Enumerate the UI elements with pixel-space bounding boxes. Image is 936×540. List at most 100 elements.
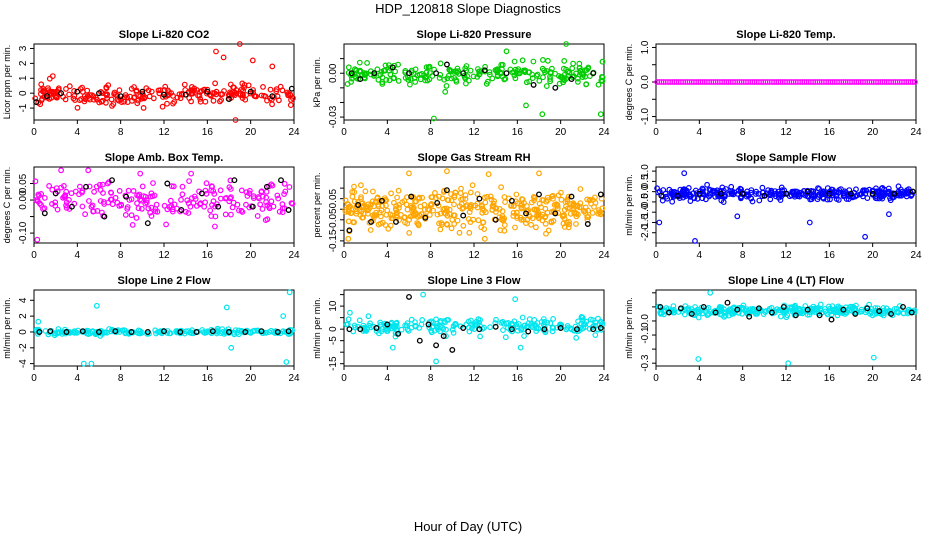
data-point: [544, 319, 551, 326]
data-point: [98, 209, 105, 216]
x-tick-label: 8: [428, 373, 434, 384]
data-point-outlier: [692, 237, 698, 244]
reference-point: [828, 316, 835, 323]
data-point: [38, 97, 45, 104]
data-point: [351, 219, 358, 226]
data-point: [204, 86, 211, 93]
data-point: [547, 320, 554, 327]
data-point: [531, 194, 538, 201]
data-point: [466, 203, 473, 210]
data-point: [475, 316, 482, 323]
data-point: [70, 95, 77, 102]
data-point: [509, 69, 516, 76]
data-point: [419, 317, 426, 323]
data-point: [493, 316, 499, 323]
data-point: [595, 315, 601, 322]
data-point: [469, 182, 476, 189]
data-point: [531, 206, 537, 213]
reference-point: [573, 326, 580, 333]
data-point: [443, 82, 450, 89]
reference-point: [96, 329, 102, 335]
x-tick-label: 8: [118, 373, 124, 384]
data-point: [750, 306, 757, 312]
data-point: [84, 87, 91, 94]
reference-point: [112, 328, 119, 335]
data-point-outlier: [785, 360, 792, 367]
reference-point: [746, 313, 753, 320]
data-point: [426, 206, 433, 213]
data-point: [189, 90, 196, 97]
data-point: [347, 309, 353, 316]
data-point-outlier: [656, 219, 663, 226]
y-tick-label: -0.5: [640, 193, 651, 211]
data-point: [578, 314, 585, 320]
data-point: [185, 328, 192, 335]
reference-point: [117, 93, 124, 100]
reference-point: [288, 85, 295, 92]
reference-point: [869, 190, 876, 197]
data-point: [573, 221, 579, 227]
data-point: [526, 316, 533, 323]
data-point: [739, 305, 746, 312]
data-point: [487, 324, 494, 331]
data-point: [407, 81, 413, 88]
data-point: [402, 219, 408, 226]
reference-point: [198, 190, 205, 197]
reference-point: [783, 190, 789, 197]
data-point: [414, 72, 421, 79]
x-tick-label: 12: [158, 373, 170, 384]
reference-point: [503, 70, 510, 77]
data-point: [143, 199, 150, 206]
data-point: [246, 187, 253, 194]
data-point: [211, 90, 218, 96]
data-point: [451, 201, 457, 208]
data-point: [181, 81, 188, 88]
data-point: [112, 194, 119, 201]
reference-point: [674, 192, 681, 199]
data-point: [263, 188, 270, 195]
data-point: [557, 321, 563, 328]
data-point: [738, 193, 745, 200]
reference-point: [568, 76, 575, 83]
data-point: [592, 332, 599, 339]
reference-point: [368, 218, 375, 225]
data-point: [263, 194, 270, 201]
data-point: [345, 218, 352, 225]
reference-point: [900, 303, 906, 310]
data-point: [202, 98, 209, 105]
x-tick-label: 4: [385, 127, 391, 138]
data-point: [79, 203, 86, 210]
data-point: [68, 190, 75, 197]
data-point: [895, 308, 902, 315]
data-point-outlier: [345, 235, 352, 242]
data-point: [349, 193, 356, 200]
data-point: [432, 189, 438, 196]
data-point: [393, 212, 400, 219]
reference-point: [826, 190, 833, 197]
reference-point: [378, 197, 385, 204]
data-point: [543, 230, 549, 237]
series-points: [654, 79, 918, 85]
data-point: [63, 202, 69, 209]
data-point: [561, 212, 567, 219]
reference-point: [658, 192, 665, 199]
data-point: [854, 192, 860, 199]
x-tick-label: 24: [288, 250, 300, 261]
data-point: [442, 319, 449, 326]
data-point: [727, 307, 734, 314]
data-point-outlier: [188, 170, 195, 177]
reference-point: [83, 183, 89, 190]
data-point: [86, 95, 93, 101]
data-point: [459, 195, 466, 202]
data-point: [404, 206, 411, 213]
data-point: [748, 187, 755, 194]
reference-point: [481, 67, 488, 74]
data-point: [375, 76, 382, 83]
data-point: [178, 196, 184, 203]
data-point: [448, 191, 454, 198]
x-tick-label: 4: [75, 373, 81, 384]
data-point: [173, 329, 180, 336]
data-point: [141, 95, 148, 102]
data-point: [681, 311, 688, 318]
